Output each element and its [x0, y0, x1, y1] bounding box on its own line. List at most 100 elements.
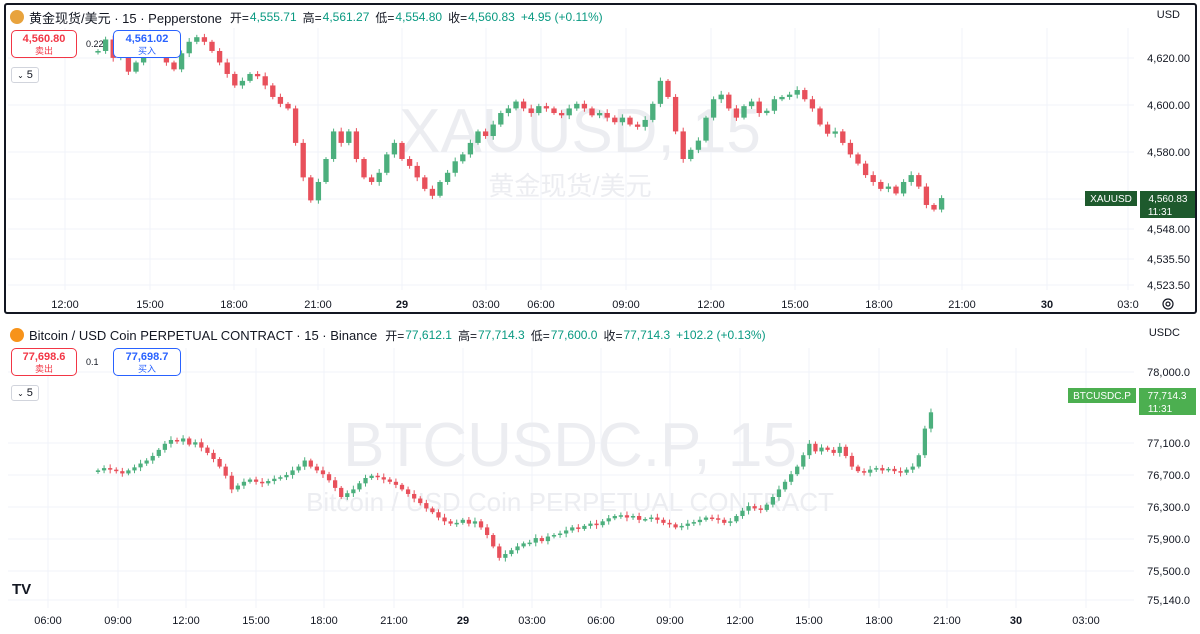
candle-body — [545, 536, 551, 542]
candle-body — [114, 469, 119, 472]
candle-body — [254, 73, 261, 77]
x-axis-tick-label: 09:00 — [656, 615, 684, 627]
candle-body — [515, 546, 520, 551]
x-axis-tick-label: 21:00 — [380, 615, 408, 627]
candle-body — [809, 99, 816, 109]
x-axis-tick-label: 12:00 — [51, 299, 79, 311]
buy-button[interactable]: 4,561.02 买入 — [113, 30, 181, 58]
candle-body — [782, 481, 788, 490]
btcusdc-chart-pane[interactable]: BTCUSDC.P, 15 Bitcoin / USD Coin PERPETU… — [0, 318, 1200, 634]
indicators-toggle[interactable]: ⌄ 5 — [11, 385, 39, 401]
chevron-down-icon: ⌄ — [17, 388, 24, 398]
candle-body — [235, 485, 240, 490]
candle-body — [600, 521, 605, 526]
candle-body — [253, 479, 259, 482]
candle-body — [345, 493, 350, 498]
candle-body — [229, 475, 234, 490]
candle-body — [916, 455, 921, 467]
candle-body — [171, 62, 177, 70]
candle-body — [436, 512, 441, 518]
symbol-title[interactable]: Bitcoin / USD Coin PERPETUAL CONTRACT · … — [29, 327, 378, 343]
candle-body — [391, 142, 398, 155]
candle-body — [898, 471, 903, 473]
candle-body — [776, 489, 782, 498]
candle-body — [764, 504, 769, 510]
currency-selector[interactable]: USD — [1156, 9, 1180, 21]
price-tag: XAUUSD 4,560.83 11:31 — [1085, 191, 1196, 218]
candle-body — [285, 103, 291, 109]
candle-body — [758, 508, 763, 510]
x-axis-tick-label: 30 — [1010, 615, 1022, 627]
buy-price: 4,561.02 — [125, 33, 169, 45]
candle-body — [697, 519, 703, 523]
buy-button[interactable]: 77,698.7 买入 — [113, 348, 181, 376]
tradingview-logo-icon[interactable]: TV — [12, 581, 31, 598]
candle-body — [564, 530, 569, 534]
candle-body — [418, 498, 423, 504]
candle-body — [718, 94, 724, 100]
candle-body — [302, 460, 307, 467]
candle-body — [460, 519, 465, 523]
high-value: 77,714.3 — [477, 328, 525, 342]
candle-body — [612, 516, 617, 519]
y-axis-tick-label: 4,523.50 — [1147, 280, 1190, 292]
candle-body — [710, 99, 717, 118]
candle-body — [156, 449, 161, 456]
candle-body — [786, 94, 793, 97]
candle-body — [194, 37, 200, 42]
xauusd-chart-pane[interactable]: XAUUSD, 15 黄金现货/美元 4,620.00 4,600.00 4,580… — [0, 0, 1200, 316]
candle-body — [224, 62, 230, 74]
settings-gear-icon[interactable] — [1162, 298, 1174, 310]
candle-body — [801, 455, 806, 467]
y-axis-tick-label: 4,535.50 — [1147, 254, 1190, 266]
candle-body — [509, 550, 514, 555]
candle-body — [527, 542, 532, 545]
sell-label: 卖出 — [34, 46, 53, 56]
btcusdc-chart-canvas[interactable]: BTCUSDC.P, 15 Bitcoin / USD Coin PERPETU… — [0, 318, 1200, 634]
candle-body — [604, 113, 610, 118]
price-tag-value: 77,714.3 — [1148, 391, 1187, 402]
candle-body — [916, 175, 922, 187]
candle-body — [484, 527, 490, 536]
candle-body — [923, 186, 930, 205]
price-tag: BTCUSDC.P 77,714.3 11:31 — [1068, 388, 1196, 415]
sell-button[interactable]: 77,698.6 卖出 — [11, 348, 77, 376]
candle-body — [642, 119, 648, 127]
xauusd-chart-canvas[interactable]: XAUUSD, 15 黄金现货/美元 4,620.00 4,600.00 4,580… — [0, 0, 1200, 316]
candle-body — [843, 446, 848, 456]
candle-body — [734, 516, 739, 522]
indicators-toggle[interactable]: ⌄ 5 — [11, 67, 39, 83]
candle-body — [910, 466, 915, 470]
legend: 黄金现货/美元 · 15 · Pepperstone 开= 4,555.71 高=… — [10, 8, 609, 26]
candle-body — [262, 76, 268, 86]
buy-label: 买入 — [137, 46, 156, 56]
close-value: 77,714.3 — [623, 328, 671, 342]
candle-body — [557, 533, 563, 536]
price-tag-value: 4,560.83 — [1149, 194, 1188, 205]
symbol-title[interactable]: 黄金现货/美元 · 15 · Pepperstone — [29, 10, 222, 26]
currency-selector[interactable]: USDC — [1148, 327, 1180, 339]
candle-body — [831, 449, 836, 453]
sell-button[interactable]: 4,560.80 卖出 — [11, 30, 77, 58]
candle-body — [498, 113, 504, 125]
candle-body — [369, 475, 374, 478]
candle-body — [187, 438, 192, 445]
candle-body — [429, 188, 436, 196]
candle-body — [247, 73, 253, 81]
candle-body — [685, 523, 690, 526]
candle-body — [186, 41, 192, 54]
candle-body — [756, 101, 762, 114]
watermark-symbol: XAUUSD, 15 — [399, 97, 761, 166]
x-axis-tick-label: 21:00 — [948, 299, 976, 311]
candle-body — [126, 470, 131, 474]
sell-label: 卖出 — [34, 364, 53, 374]
candle-body — [520, 101, 527, 109]
candle-body — [353, 131, 360, 159]
candle-body — [133, 62, 139, 72]
candle-body — [928, 412, 934, 429]
candle-body — [216, 50, 223, 63]
candle-body — [594, 523, 599, 526]
chevron-down-icon: ⌄ — [17, 70, 24, 80]
x-axis-tick-label: 09:00 — [104, 615, 132, 627]
candle-body — [332, 480, 338, 488]
